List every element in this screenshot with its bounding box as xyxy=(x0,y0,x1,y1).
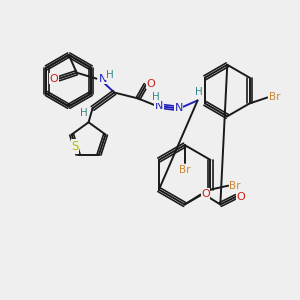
Text: N: N xyxy=(155,101,163,111)
Text: S: S xyxy=(71,140,79,153)
Text: H: H xyxy=(152,92,160,103)
Text: O: O xyxy=(50,74,58,84)
Text: H: H xyxy=(195,86,203,97)
Text: Br: Br xyxy=(230,181,241,191)
Text: H: H xyxy=(106,70,113,80)
Text: H: H xyxy=(80,108,88,118)
Text: O: O xyxy=(201,189,210,199)
Text: N: N xyxy=(98,74,107,84)
Text: Br: Br xyxy=(179,165,190,175)
Text: O: O xyxy=(147,79,155,88)
Text: Br: Br xyxy=(268,92,280,103)
Text: O: O xyxy=(237,192,245,202)
Text: N: N xyxy=(175,103,183,113)
